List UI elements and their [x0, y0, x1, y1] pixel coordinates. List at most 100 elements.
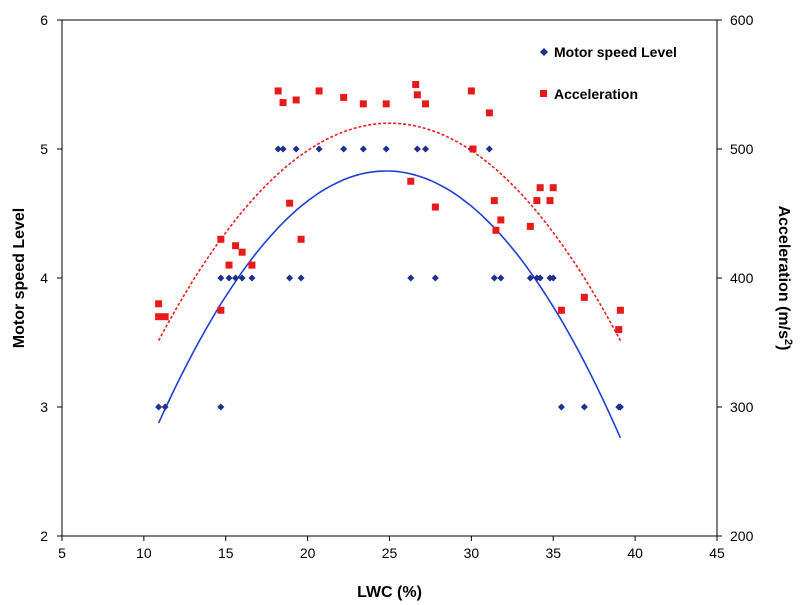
motor-speed-point	[431, 274, 439, 282]
acceleration-point	[412, 81, 420, 88]
acceleration-point	[232, 242, 240, 250]
motor-speed-point	[274, 145, 282, 153]
legend-item-motor-speed: Motor speed Level	[540, 44, 677, 60]
y-right-tick-label: 200	[730, 528, 754, 544]
legend-label-motor-speed: Motor speed Level	[554, 44, 677, 60]
acceleration-point	[286, 199, 294, 207]
motor-speed-point	[485, 145, 493, 153]
motor-speed-point	[580, 403, 588, 411]
acceleration-point	[248, 261, 256, 269]
motor-speed-point	[248, 274, 256, 282]
acceleration-point	[580, 293, 588, 301]
y-right-tick-label: 400	[730, 270, 754, 286]
y-right-axis-title: Acceleration (m/s2)	[775, 206, 794, 351]
x-axis-title: LWC (%)	[357, 584, 422, 601]
x-tick-label: 15	[218, 545, 234, 561]
motor-speed-trendline	[157, 170, 622, 439]
motor-speed-point	[279, 145, 287, 153]
acceleration-point	[292, 96, 300, 104]
acceleration-point	[297, 235, 305, 243]
acceleration-point	[497, 216, 505, 224]
motor-speed-point	[340, 145, 348, 153]
motor-speed-point	[155, 403, 163, 411]
motor-speed-point	[536, 274, 544, 282]
acceleration-point	[225, 261, 233, 269]
motor-speed-point	[292, 145, 300, 153]
acceleration-point	[217, 235, 225, 243]
x-tick-label: 45	[709, 545, 725, 561]
legend-square-marker	[540, 90, 547, 97]
x-tick-label: 30	[464, 545, 480, 561]
legend-diamond-marker	[540, 48, 548, 56]
y-right-axis-title-sup: 2	[782, 339, 794, 345]
acceleration-point	[274, 87, 282, 95]
y-right-tick-label: 500	[730, 141, 754, 157]
acceleration-point	[217, 306, 225, 314]
acceleration-point	[413, 91, 421, 99]
y-right-axis-title-text: Acceleration (m/s	[775, 206, 792, 339]
acceleration-point	[615, 326, 623, 334]
motor-speed-point	[490, 274, 498, 282]
x-tick-label: 40	[627, 545, 643, 561]
acceleration-point	[155, 313, 163, 321]
motor-speed-point	[238, 274, 246, 282]
legend-label-acceleration: Acceleration	[554, 86, 638, 102]
acceleration-point	[526, 222, 534, 230]
x-tick-label: 25	[382, 545, 398, 561]
x-tick-label: 5	[58, 545, 66, 561]
y-right-tick-label: 600	[730, 12, 754, 28]
motor-speed-point	[217, 274, 225, 282]
motor-speed-point	[407, 274, 415, 282]
acceleration-point	[616, 306, 624, 314]
y-right-tick-label: 300	[730, 399, 754, 415]
x-tick-label: 20	[300, 545, 316, 561]
legend: Motor speed Level Acceleration	[540, 44, 677, 102]
motor-speed-point	[286, 274, 294, 282]
acceleration-point	[315, 87, 323, 95]
acceleration-point	[161, 313, 169, 321]
acceleration-point	[467, 87, 475, 95]
data-points	[155, 81, 624, 411]
acceleration-point	[490, 197, 498, 205]
x-tick-label: 35	[545, 545, 561, 561]
x-tick-label: 10	[136, 545, 152, 561]
motor-speed-point	[413, 145, 421, 153]
y-left-axis-title: Motor speed Level	[11, 208, 28, 348]
acceleration-point	[407, 177, 415, 185]
acceleration-point	[340, 93, 348, 101]
motor-speed-point	[217, 403, 225, 411]
acceleration-trendline	[157, 122, 622, 341]
y-right-axis-title-suffix: )	[775, 345, 792, 350]
motor-speed-point	[161, 403, 169, 411]
acceleration-point	[431, 203, 439, 211]
motor-speed-point	[382, 145, 390, 153]
acceleration-point	[533, 197, 541, 205]
acceleration-point	[238, 248, 246, 256]
motor-speed-point	[225, 274, 233, 282]
acceleration-point	[359, 100, 367, 108]
y-left-tick-label: 4	[40, 270, 48, 286]
motor-speed-point	[297, 274, 305, 282]
y-left-tick-label: 6	[40, 12, 48, 28]
acceleration-point	[422, 100, 430, 108]
motor-speed-point	[359, 145, 367, 153]
acceleration-point	[279, 99, 287, 107]
motor-speed-point	[616, 403, 624, 411]
acceleration-point	[492, 226, 500, 234]
acceleration-point	[469, 145, 477, 153]
motor-speed-point	[315, 145, 323, 153]
motor-speed-point	[422, 145, 430, 153]
acceleration-point	[536, 184, 544, 192]
y-left-tick-label: 3	[40, 399, 48, 415]
motor-speed-point	[549, 274, 557, 282]
y-left-tick-label: 2	[40, 528, 48, 544]
y-left-tick-label: 5	[40, 141, 48, 157]
motor-speed-point	[232, 274, 240, 282]
acceleration-point	[485, 109, 493, 117]
motor-speed-point	[497, 274, 505, 282]
legend-item-acceleration: Acceleration	[540, 86, 638, 102]
acceleration-point	[557, 306, 565, 314]
acceleration-point	[546, 197, 554, 205]
